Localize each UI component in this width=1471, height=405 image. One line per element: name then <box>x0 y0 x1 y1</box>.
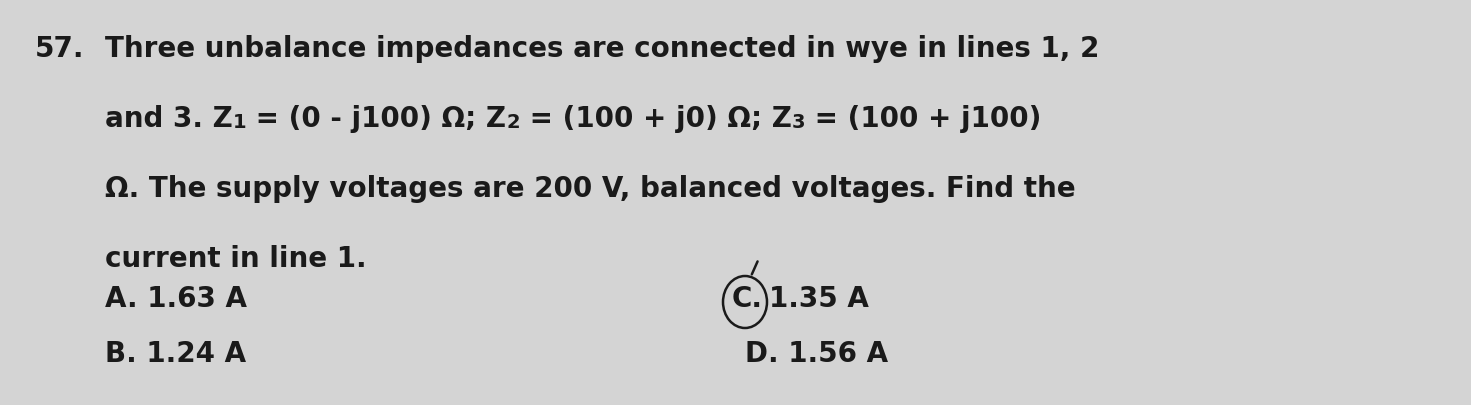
Text: = (100 + j0) Ω; Z: = (100 + j0) Ω; Z <box>521 105 791 133</box>
Text: C.: C. <box>733 285 763 313</box>
Text: = (0 - j100) Ω; Z: = (0 - j100) Ω; Z <box>246 105 506 133</box>
Text: = (100 + j100): = (100 + j100) <box>806 105 1041 133</box>
Text: and 3. Z: and 3. Z <box>104 105 232 133</box>
Text: B. 1.24 A: B. 1.24 A <box>104 340 246 368</box>
Text: 1.35 A: 1.35 A <box>769 285 869 313</box>
Text: 3: 3 <box>791 113 806 132</box>
Text: Ω. The supply voltages are 200 V, balanced voltages. Find the: Ω. The supply voltages are 200 V, balanc… <box>104 175 1075 203</box>
Text: 57.: 57. <box>35 35 84 63</box>
Text: current in line 1.: current in line 1. <box>104 245 366 273</box>
Text: 2: 2 <box>506 113 521 132</box>
Text: Three unbalance impedances are connected in wye in lines 1, 2: Three unbalance impedances are connected… <box>104 35 1099 63</box>
Text: 1: 1 <box>232 113 246 132</box>
Text: A. 1.63 A: A. 1.63 A <box>104 285 247 313</box>
Text: D. 1.56 A: D. 1.56 A <box>744 340 888 368</box>
